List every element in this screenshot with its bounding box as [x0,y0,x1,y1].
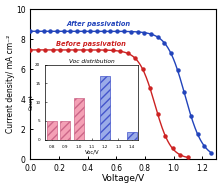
Text: After passivation: After passivation [66,20,130,27]
Y-axis label: Current density/ mA cm⁻²: Current density/ mA cm⁻² [6,35,15,133]
X-axis label: Voltage/V: Voltage/V [102,174,145,184]
Text: Before passivation: Before passivation [56,41,126,47]
